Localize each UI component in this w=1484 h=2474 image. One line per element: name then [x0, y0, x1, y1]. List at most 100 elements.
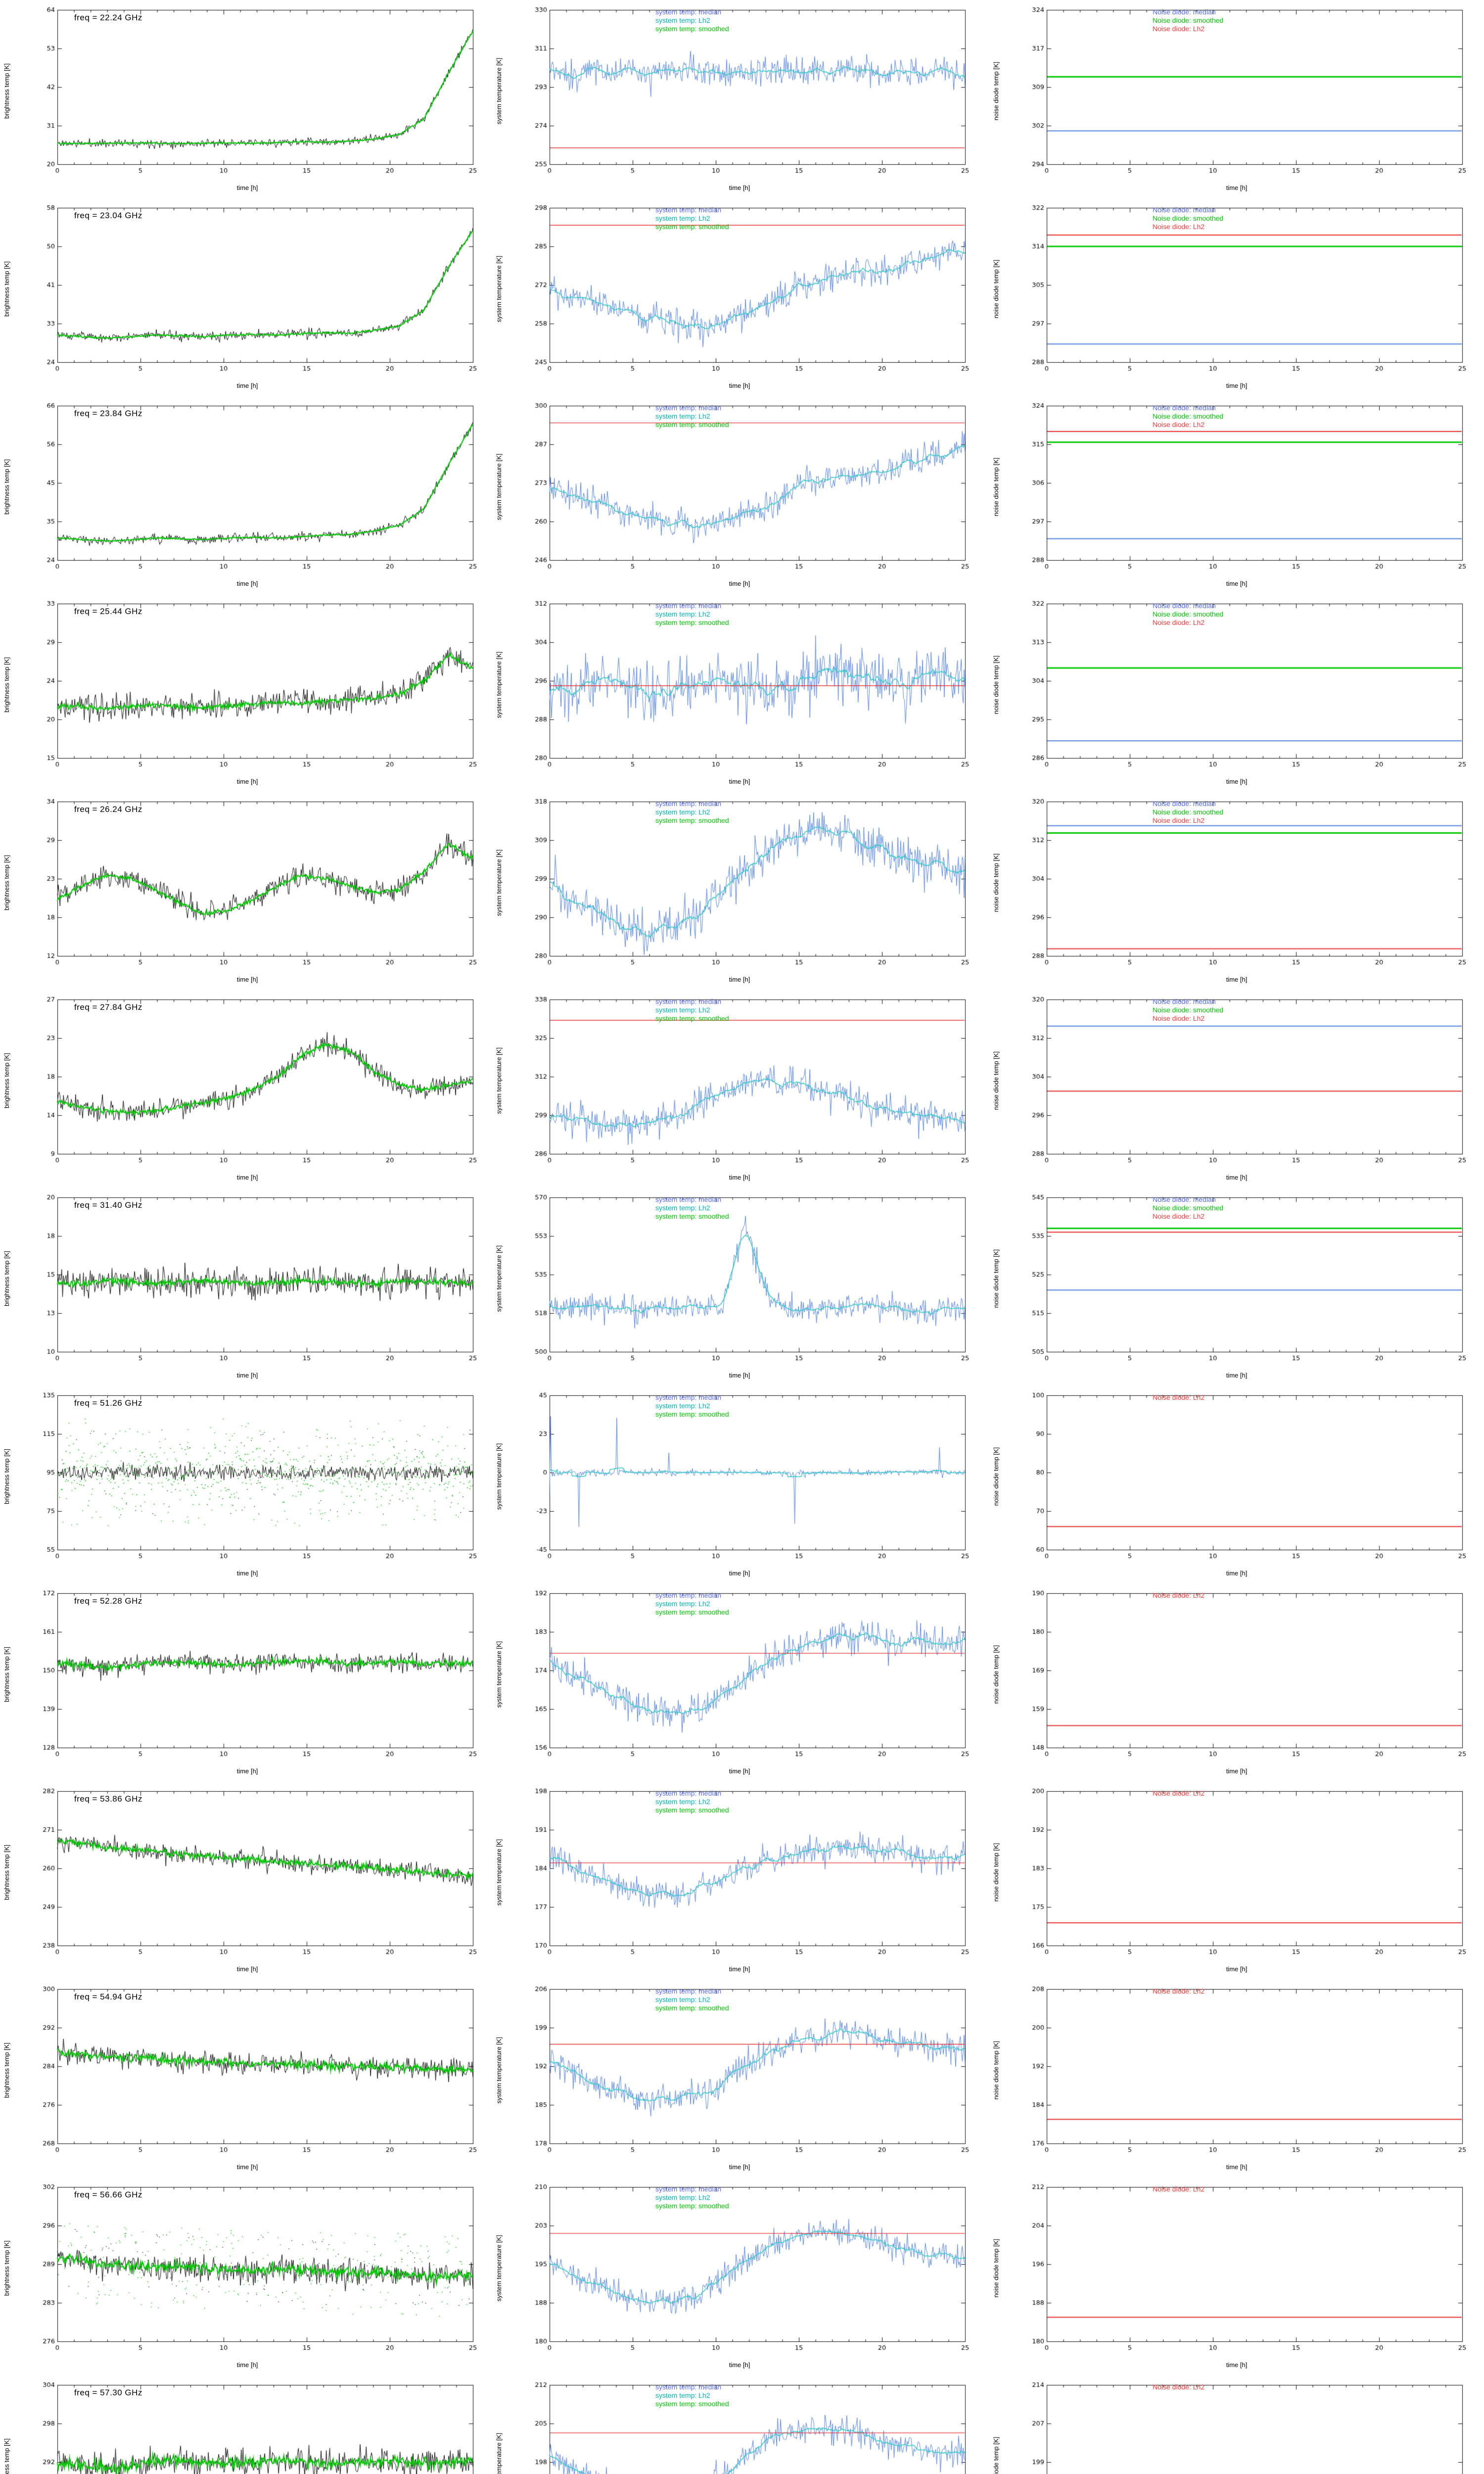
brightness-temp-panel: brightness temp [K] freq = 57.30 GHz tim…: [0, 2375, 487, 2474]
system-temp-y-axis-label: system temperature [K]: [495, 2235, 503, 2302]
system-temp-chart: [507, 1389, 972, 1570]
system-temp-chart: [507, 202, 972, 382]
brightness-temp-panel: brightness temp [K] freq = 23.84 GHz tim…: [0, 396, 487, 594]
legend-entry: Noise diode: smoothed: [1153, 808, 1224, 816]
noise-diode-y-axis-label: noise diode temp [K]: [992, 457, 1000, 517]
system-temp-y-axis-label: system temperature [K]: [495, 255, 503, 323]
freq-label: freq = 51.26 GHz: [74, 1398, 142, 1408]
brightness-temp-chart: [15, 2379, 480, 2474]
noise-diode-panel: noise diode temp [K] Noise diode: Lh2 ti…: [989, 1781, 1477, 1979]
system-temp-chart: [507, 796, 972, 976]
legend-entry: Noise diode: Lh2: [1153, 2383, 1205, 2391]
system-temp-panel: system temperature [K] system temp: medi…: [492, 2177, 979, 2375]
system-temp-chart: [507, 598, 972, 778]
brightness-y-axis-label: brightness temp [K]: [3, 1845, 10, 1900]
noise-diode-y-axis-label: noise diode temp [K]: [992, 1051, 1000, 1110]
brightness-temp-chart: [15, 4, 480, 184]
legend-entry: Noise diode: median: [1153, 8, 1216, 16]
noise-diode-panel: noise diode temp [K] Noise diode: median…: [989, 792, 1477, 990]
legend-entry: Noise diode: smoothed: [1153, 1204, 1224, 1212]
x-axis-label: time [h]: [729, 1174, 750, 1181]
noise-diode-panel: noise diode temp [K] Noise diode: Lh2 ti…: [989, 1583, 1477, 1781]
noise-diode-legend: Noise diode: median Noise diode: smoothed…: [1153, 206, 1223, 231]
system-temp-chart: [507, 2379, 972, 2474]
system-temp-y-axis-label: system temperature [K]: [495, 57, 503, 125]
system-temp-chart: [507, 1785, 972, 1965]
x-axis-label: time [h]: [729, 778, 750, 785]
noise-diode-chart: [1004, 202, 1469, 382]
x-axis-label: time [h]: [236, 1570, 258, 1577]
legend-entry: system temp: Lh2: [655, 610, 710, 618]
brightness-y-axis-label: brightness temp [K]: [3, 1251, 10, 1306]
legend-entry: system temp: Lh2: [655, 2391, 710, 2399]
system-temp-chart: [507, 1983, 972, 2163]
freq-label: freq = 23.84 GHz: [74, 409, 142, 418]
noise-diode-legend: Noise diode: Lh2: [1153, 2185, 1205, 2193]
x-axis-label: time [h]: [236, 1767, 258, 1775]
legend-entry: Noise diode: Lh2: [1153, 2185, 1205, 2193]
legend-entry: system temp: Lh2: [655, 16, 710, 24]
legend-entry: system temp: smoothed: [655, 1608, 729, 1616]
legend-entry: Noise diode: Lh2: [1153, 1789, 1205, 1797]
legend-entry: Noise diode: median: [1153, 1195, 1216, 1203]
noise-diode-panel: noise diode temp [K] Noise diode: median…: [989, 1188, 1477, 1385]
brightness-temp-panel: brightness temp [K] freq = 25.44 GHz tim…: [0, 594, 487, 792]
noise-diode-panel: noise diode temp [K] Noise diode: Lh2 ti…: [989, 2375, 1477, 2474]
legend-entry: Noise diode: Lh2: [1153, 223, 1205, 231]
brightness-temp-panel: brightness temp [K] freq = 56.66 GHz tim…: [0, 2177, 487, 2375]
legend-entry: Noise diode: median: [1153, 206, 1216, 214]
system-temp-panel: system temperature [K] system temp: medi…: [492, 1188, 979, 1385]
x-axis-label: time [h]: [1226, 1174, 1248, 1181]
freq-label: freq = 57.30 GHz: [74, 2388, 142, 2397]
noise-diode-panel: noise diode temp [K] Noise diode: median…: [989, 0, 1477, 198]
legend-entry: Noise diode: median: [1153, 800, 1216, 808]
x-axis-label: time [h]: [236, 778, 258, 785]
x-axis-label: time [h]: [236, 184, 258, 191]
brightness-temp-panel: brightness temp [K] freq = 54.94 GHz tim…: [0, 1979, 487, 2177]
freq-label: freq = 23.04 GHz: [74, 211, 142, 220]
noise-diode-legend: Noise diode: median Noise diode: smoothed…: [1153, 800, 1223, 825]
legend-entry: system temp: median: [655, 1195, 722, 1203]
system-temp-y-axis-label: system temperature [K]: [495, 1047, 503, 1114]
noise-diode-legend: Noise diode: median Noise diode: smoothed…: [1153, 1195, 1223, 1221]
noise-diode-panel: noise diode temp [K] Noise diode: median…: [989, 198, 1477, 396]
noise-diode-chart: [1004, 1191, 1469, 1372]
legend-entry: system temp: smoothed: [655, 25, 729, 33]
system-temp-legend: system temp: median system temp: Lh2 syste…: [655, 1789, 729, 1814]
freq-label: freq = 52.28 GHz: [74, 1596, 142, 1606]
system-temp-legend: system temp: median system temp: Lh2 syste…: [655, 1195, 729, 1221]
brightness-y-axis-label: brightness temp [K]: [3, 261, 10, 317]
legend-entry: system temp: smoothed: [655, 1806, 729, 1814]
noise-diode-y-axis-label: noise diode temp [K]: [992, 259, 1000, 319]
noise-diode-y-axis-label: noise diode temp [K]: [992, 655, 1000, 714]
x-axis-label: time [h]: [236, 1965, 258, 1973]
legend-entry: Noise diode: median: [1153, 602, 1216, 610]
x-axis-label: time [h]: [236, 382, 258, 389]
x-axis-label: time [h]: [1226, 1570, 1248, 1577]
legend-entry: system temp: smoothed: [655, 2400, 729, 2408]
brightness-temp-panel: brightness temp [K] freq = 51.26 GHz tim…: [0, 1385, 487, 1583]
brightness-y-axis-label: brightness temp [K]: [3, 1449, 10, 1504]
brightness-y-axis-label: brightness temp [K]: [3, 2438, 10, 2474]
brightness-temp-panel: brightness temp [K] freq = 31.40 GHz tim…: [0, 1188, 487, 1385]
legend-entry: system temp: Lh2: [655, 412, 710, 420]
system-temp-chart: [507, 4, 972, 184]
system-temp-y-axis-label: system temperature [K]: [495, 651, 503, 718]
system-temp-panel: system temperature [K] system temp: medi…: [492, 0, 979, 198]
system-temp-y-axis-label: system temperature [K]: [495, 2037, 503, 2104]
x-axis-label: time [h]: [729, 976, 750, 983]
legend-entry: Noise diode: Lh2: [1153, 25, 1205, 33]
brightness-temp-chart: [15, 796, 480, 976]
brightness-y-axis-label: brightness temp [K]: [3, 1647, 10, 1702]
noise-diode-chart: [1004, 598, 1469, 778]
x-axis-label: time [h]: [1226, 2163, 1248, 2171]
legend-entry: system temp: median: [655, 602, 722, 610]
noise-diode-legend: Noise diode: median Noise diode: smoothed…: [1153, 602, 1223, 627]
brightness-y-axis-label: brightness temp [K]: [3, 63, 10, 119]
system-temp-legend: system temp: median system temp: Lh2 syste…: [655, 1393, 729, 1419]
system-temp-panel: system temperature [K] system temp: medi…: [492, 2375, 979, 2474]
legend-entry: Noise diode: median: [1153, 404, 1216, 412]
freq-label: freq = 53.86 GHz: [74, 1794, 142, 1804]
noise-diode-chart: [1004, 796, 1469, 976]
system-temp-y-axis-label: system temperature [K]: [495, 1245, 503, 1312]
